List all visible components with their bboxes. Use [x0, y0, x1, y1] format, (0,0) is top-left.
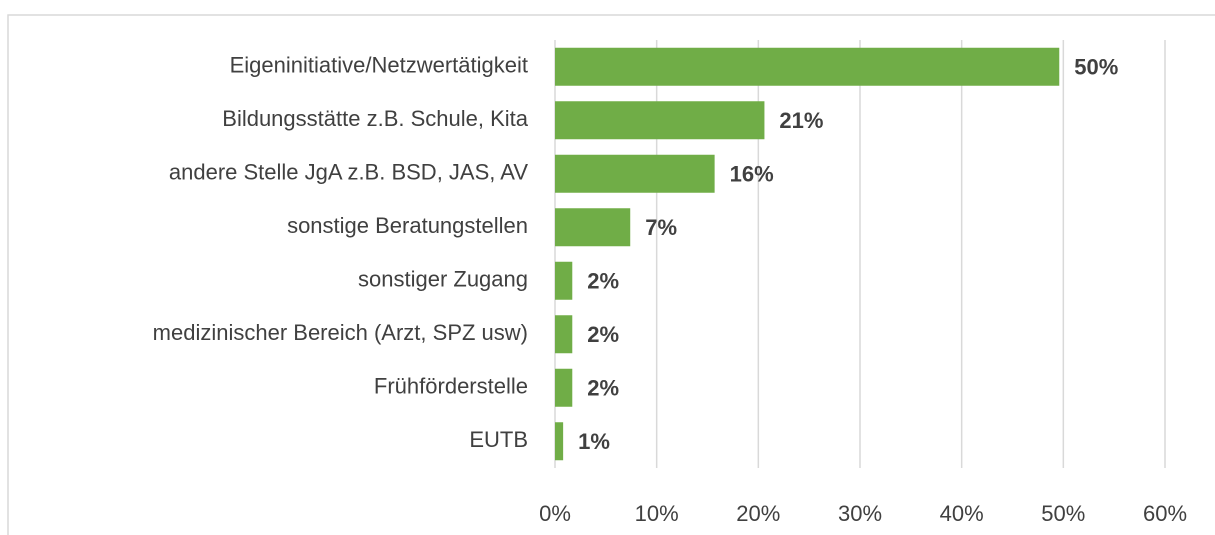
bar: [555, 422, 564, 461]
bar: [555, 368, 573, 407]
x-tick-label: 0%: [539, 501, 571, 526]
x-tick-label: 30%: [838, 501, 882, 526]
bar: [555, 315, 573, 354]
y-tick-label: sonstiger Zugang: [358, 267, 528, 292]
data-label: 1%: [578, 429, 610, 454]
y-tick-label: medizinischer Bereich (Arzt, SPZ usw): [153, 320, 528, 345]
data-label: 16%: [730, 162, 774, 187]
x-tick-label: 10%: [635, 501, 679, 526]
bar: [555, 154, 715, 193]
data-label: 2%: [587, 322, 619, 347]
data-label: 2%: [587, 376, 619, 401]
x-tick-label: 50%: [1041, 501, 1085, 526]
bar: [555, 101, 765, 140]
y-tick-label: Frühförderstelle: [374, 374, 528, 399]
bar: [555, 47, 1060, 86]
y-tick-label: sonstige Beratungstellen: [287, 213, 528, 238]
data-label: 50%: [1074, 55, 1118, 80]
data-label: 21%: [779, 108, 823, 133]
chart-frame: [7, 14, 1215, 535]
data-label: 2%: [587, 269, 619, 294]
y-tick-label: Eigeninitiative/Netzwertätigkeit: [230, 53, 528, 78]
y-tick-label: EUTB: [469, 427, 528, 452]
x-tick-label: 60%: [1143, 501, 1187, 526]
bar: [555, 261, 573, 300]
x-tick-label: 20%: [736, 501, 780, 526]
bar: [555, 208, 631, 247]
x-tick-label: 40%: [940, 501, 984, 526]
y-tick-label: andere Stelle JgA z.B. BSD, JAS, AV: [169, 160, 528, 185]
y-tick-label: Bildungsstätte z.B. Schule, Kita: [222, 106, 528, 131]
data-label: 7%: [645, 215, 677, 240]
